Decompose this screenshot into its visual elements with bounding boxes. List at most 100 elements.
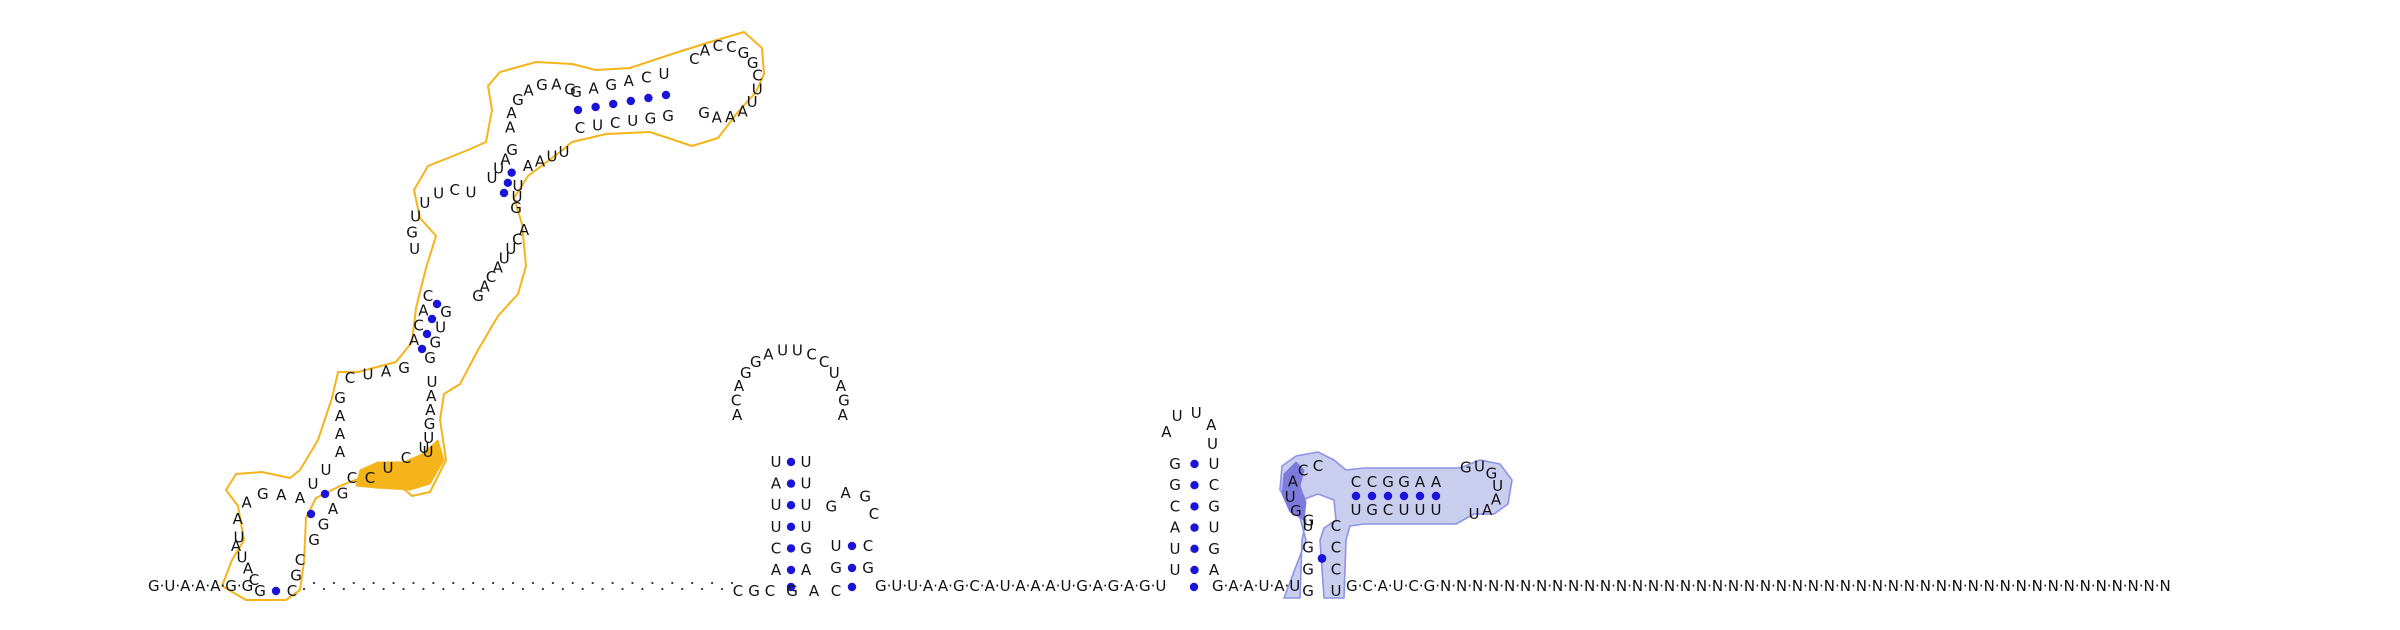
orange-hairpin-loop-nt: G <box>738 44 750 62</box>
orange-stem1-left-nt: A <box>231 537 242 555</box>
linker-dot <box>710 581 714 585</box>
hairpin4-loop-nt: A <box>1206 416 1217 434</box>
orange-loop1-nt: A <box>276 486 287 504</box>
orange-hairpin-loop-nt: A <box>712 109 723 127</box>
blue-loop-left-nt: A <box>1288 473 1299 491</box>
orange-int1-right-nt: U <box>427 373 438 391</box>
orange-stem6-bottom-nt: C <box>575 119 585 137</box>
orange-stem6-top-nt: C <box>641 69 651 87</box>
hairpin3-left-nt: C <box>831 582 841 600</box>
orange-stem3-right-nt: G <box>318 516 330 534</box>
orange-stem4-base-pair <box>417 344 427 354</box>
orange-stem4-left-nt: A <box>409 331 420 349</box>
blue-loop-left-nt: U <box>1285 488 1296 506</box>
orange-stem2-left-nt: U <box>321 461 332 479</box>
orange-stem6-base-pair <box>626 96 635 106</box>
blue-stem-left-nt: U <box>1303 517 1314 535</box>
hairpin4-stem-right-nt: A <box>1209 561 1220 579</box>
linker-dot <box>641 587 644 591</box>
orange-stem3-left-nt: G <box>398 359 410 377</box>
linker-dot <box>730 581 734 585</box>
hairpin2-stem-right-nt: G <box>800 539 812 557</box>
orange-stem5-base-pair <box>507 168 516 177</box>
blue-stem-bottom-nt: U <box>1351 501 1362 519</box>
orange-loop1-nt: G <box>257 485 269 503</box>
orange-stem5-left-nt: A <box>500 150 511 168</box>
linker-dot <box>412 581 415 585</box>
orange-hairpin-loop-nt: C <box>689 50 699 68</box>
hairpin2-base-pair <box>786 544 796 553</box>
linker-dot <box>511 581 515 585</box>
orange-stem1-right-nt: G <box>290 567 302 585</box>
hairpin2-loop-nt: A <box>734 377 745 395</box>
orange-stem6-top-nt: G <box>605 76 617 94</box>
hairpin3-loop-nt: G <box>826 497 838 515</box>
linker-dot <box>581 587 584 591</box>
orange-stem5-right-nt: U <box>513 177 524 195</box>
orange-stem6-base-pair <box>644 93 653 103</box>
linker-dot <box>691 581 694 585</box>
hairpin2-stem-right-nt: U <box>801 518 812 536</box>
blue-structure-fill <box>1279 451 1513 599</box>
linker-dot <box>631 581 634 585</box>
linker-dot <box>362 587 365 591</box>
linker-dot <box>312 581 316 585</box>
blue-loop-left-nt: G <box>1290 502 1302 520</box>
orange-stem5-left-nt: U <box>493 160 504 178</box>
orange-stem2-left-nt: A <box>295 489 306 507</box>
hairpin2-loop-nt: U <box>829 364 840 382</box>
orange-int2-right-nt: G <box>472 287 484 305</box>
hairpin4-base-pair <box>1190 544 1199 553</box>
orange-int3-right-nt: U <box>559 143 570 161</box>
orange-stem6-top-nt: A <box>588 79 599 97</box>
hairpin3-loop-nt: G <box>859 487 871 505</box>
blue-stem-right-nt: U <box>1331 582 1342 600</box>
orange-highlight-nt: U <box>383 459 394 477</box>
hairpin3-loop-nt: A <box>841 484 852 502</box>
orange-int3-right-nt: A <box>535 152 546 170</box>
hairpin2-loop-nt: C <box>819 353 829 371</box>
blue-hairpin-loop-nt: U <box>1492 477 1503 495</box>
linker-dot <box>621 587 624 591</box>
orange-stem5-base-pair <box>503 178 513 188</box>
linker-dot <box>452 581 455 585</box>
orange-int3-left-nt: A <box>551 76 562 94</box>
orange-hairpin-loop-nt: A <box>700 41 711 59</box>
orange-stem4-right-nt: G <box>430 334 442 352</box>
orange-int2-right-nt: C <box>486 268 496 286</box>
hairpin2-stem-right-nt: U <box>801 496 812 514</box>
hairpin4-base-pair <box>1190 565 1199 575</box>
orange-stem1-left-nt: G <box>254 582 266 600</box>
hairpin2-closing-pair <box>786 582 796 592</box>
orange-loop1-nt: A <box>233 510 244 528</box>
orange-stem6-top-nt: U <box>659 65 670 83</box>
orange-int3-left-nt: A <box>506 104 517 122</box>
hairpin4-stem-right-nt: G <box>1208 540 1220 558</box>
hairpin4-stem-left-nt: U <box>1170 561 1181 579</box>
hairpin2-loop-nt: U <box>777 342 788 360</box>
blue-stem-right-nt: C <box>1331 539 1341 557</box>
hairpin2-loop-nt: C <box>806 345 816 363</box>
orange-int3-left-nt: G <box>536 76 548 94</box>
hairpin2-base-pair <box>786 565 796 575</box>
hairpin4-stem-left-nt: G <box>1169 476 1181 494</box>
blue-stem-top-nt: C <box>1351 473 1361 491</box>
orange-hairpin-loop-nt: A <box>738 102 749 120</box>
orange-hairpin-loop-nt: C <box>726 38 736 56</box>
blue-stem-horizontal-base-pair <box>1399 491 1409 501</box>
orange-int2-left-nt: U <box>409 240 420 258</box>
orange-hairpin-loop-nt: A <box>725 108 736 126</box>
blue-stem-top-nt: C <box>1367 473 1377 491</box>
blue-stem-top-nt: G <box>1398 473 1410 491</box>
orange-stem6-top-nt: G <box>570 83 582 101</box>
orange-highlight-fill <box>355 439 445 491</box>
linker-dot <box>402 587 405 591</box>
linker-dot <box>701 587 704 591</box>
linker-dot <box>332 581 335 585</box>
linker-dot <box>392 581 395 585</box>
orange-stem6-base-pair <box>591 102 600 112</box>
blue-hairpin-loop-nt: U <box>1474 458 1485 476</box>
